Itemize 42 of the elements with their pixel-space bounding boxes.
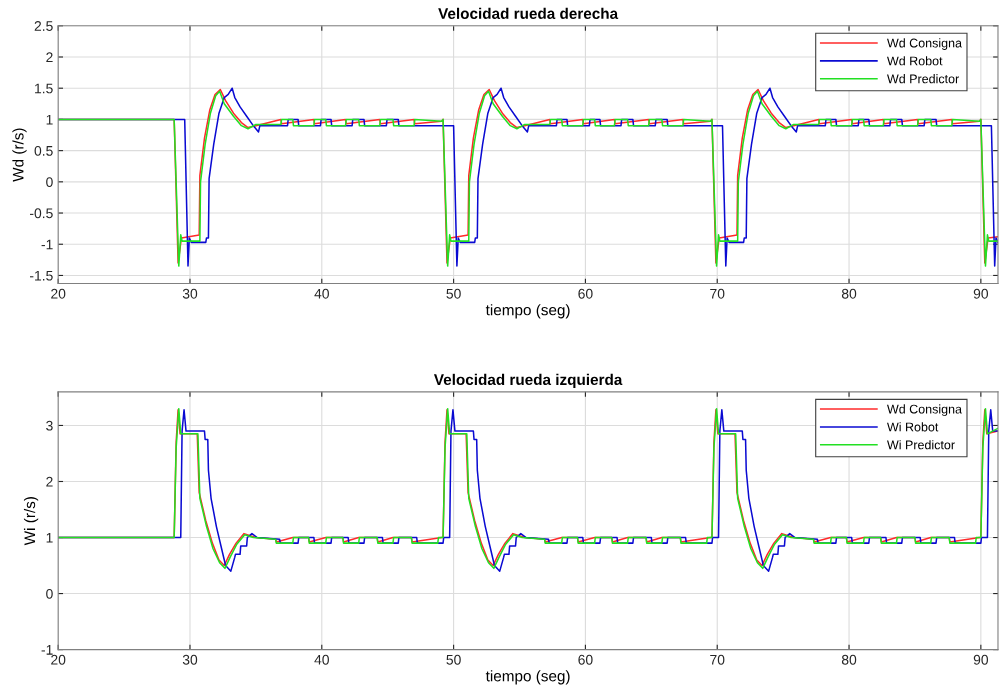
y-tick-label: -0.5 (30, 208, 53, 219)
x-tick-label: 30 (182, 654, 198, 665)
chart-title: Velocidad rueda izquierda (433, 373, 623, 389)
y-tick-label: 1 (46, 114, 53, 125)
y-tick-label: -1 (41, 645, 53, 655)
x-tick-label: 80 (841, 654, 857, 665)
y-tick-label: 0 (46, 588, 53, 599)
x-tick-label: 30 (182, 288, 198, 299)
x-tick-label: 50 (446, 288, 461, 299)
x-tick-label: 70 (710, 288, 725, 299)
legend-label: Wi Predictor (887, 440, 955, 450)
y-tick-label: -1 (41, 239, 53, 250)
x-tick-label: 20 (51, 654, 66, 665)
y-tick-label: 0 (46, 177, 53, 187)
y-tick-label: 1.5 (35, 83, 53, 94)
legend-label: Wd Predictor (887, 74, 959, 84)
x-tick-label: 70 (710, 654, 725, 665)
y-tick-label: 2.5 (34, 21, 53, 31)
x-tick-label: 80 (841, 288, 857, 299)
y-axis-title: Wd (r/s) (12, 128, 27, 182)
y-tick-label: 2 (46, 52, 53, 63)
x-tick-label: 50 (446, 654, 461, 665)
legend-label: Wd Consigna (887, 404, 962, 416)
chart-title: Velocidad rueda derecha (438, 7, 619, 19)
x-tick-label: 90 (973, 654, 989, 665)
x-tick-label: 40 (314, 654, 329, 665)
legend-label: Wd Consigna (887, 38, 962, 50)
legend-label: Wd Robot (887, 56, 943, 66)
x-axis-title: tiempo (seg) (485, 304, 570, 319)
x-tick-label: 20 (51, 288, 66, 299)
x-axis-title: tiempo (seg) (485, 670, 570, 685)
y-tick-label: 1 (46, 533, 53, 543)
y-tick-label: -1.5 (30, 270, 53, 281)
legend-label: Wi Robot (887, 422, 939, 432)
y-tick-label: 3 (46, 420, 53, 431)
x-tick-label: 60 (578, 654, 593, 665)
x-tick-label: 60 (578, 288, 593, 299)
y-axis-title: Wi (r/s) (23, 497, 39, 546)
x-tick-label: 90 (973, 288, 989, 299)
x-tick-label: 40 (314, 288, 329, 299)
y-tick-label: 2 (46, 476, 53, 487)
y-tick-label: 0.5 (34, 145, 53, 156)
